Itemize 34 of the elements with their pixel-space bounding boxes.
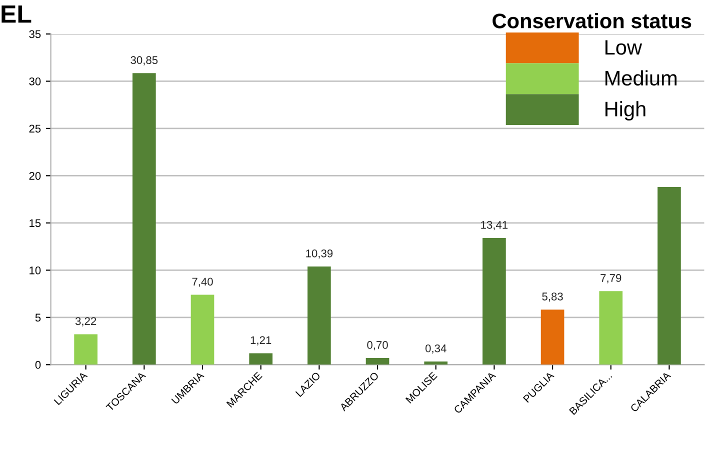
y-tick-label: 15 — [30, 219, 41, 228]
bar — [190, 294, 214, 365]
bar — [658, 187, 681, 365]
y-tick-label: 35 — [29, 30, 41, 38]
y-tick-label: 0 — [35, 360, 41, 369]
legend-label: High — [605, 101, 646, 121]
bar — [74, 334, 98, 365]
bar — [366, 358, 390, 365]
data-label: 30,85 — [130, 56, 158, 66]
bar — [482, 238, 506, 365]
legend-title: Conservation status — [492, 13, 692, 28]
data-label: 5,83 — [542, 292, 563, 302]
bar — [132, 73, 156, 365]
data-label: 7,40 — [192, 278, 213, 287]
y-tick-label: 20 — [29, 172, 41, 180]
data-label: 1,21 — [250, 336, 272, 346]
data-label: 0,70 — [367, 341, 388, 350]
data-label: 10,39 — [306, 249, 333, 259]
y-tick-label: 30 — [29, 77, 41, 86]
bar — [424, 361, 448, 365]
legend-label: Medium — [605, 70, 677, 86]
data-label: 3,22 — [75, 317, 96, 326]
legend-label: Low — [605, 40, 642, 55]
y-tick-label: 5 — [35, 314, 41, 322]
text: EL — [2, 5, 32, 23]
bar — [249, 353, 273, 365]
data-label: 13,41 — [481, 220, 508, 230]
bar — [540, 310, 564, 365]
y-tick-label: 25 — [29, 124, 41, 133]
bar — [599, 291, 623, 365]
data-label: 7,79 — [600, 274, 622, 284]
y-tick-label: 10 — [30, 266, 41, 274]
data-label: 0,34 — [425, 344, 446, 354]
bar — [308, 266, 331, 365]
